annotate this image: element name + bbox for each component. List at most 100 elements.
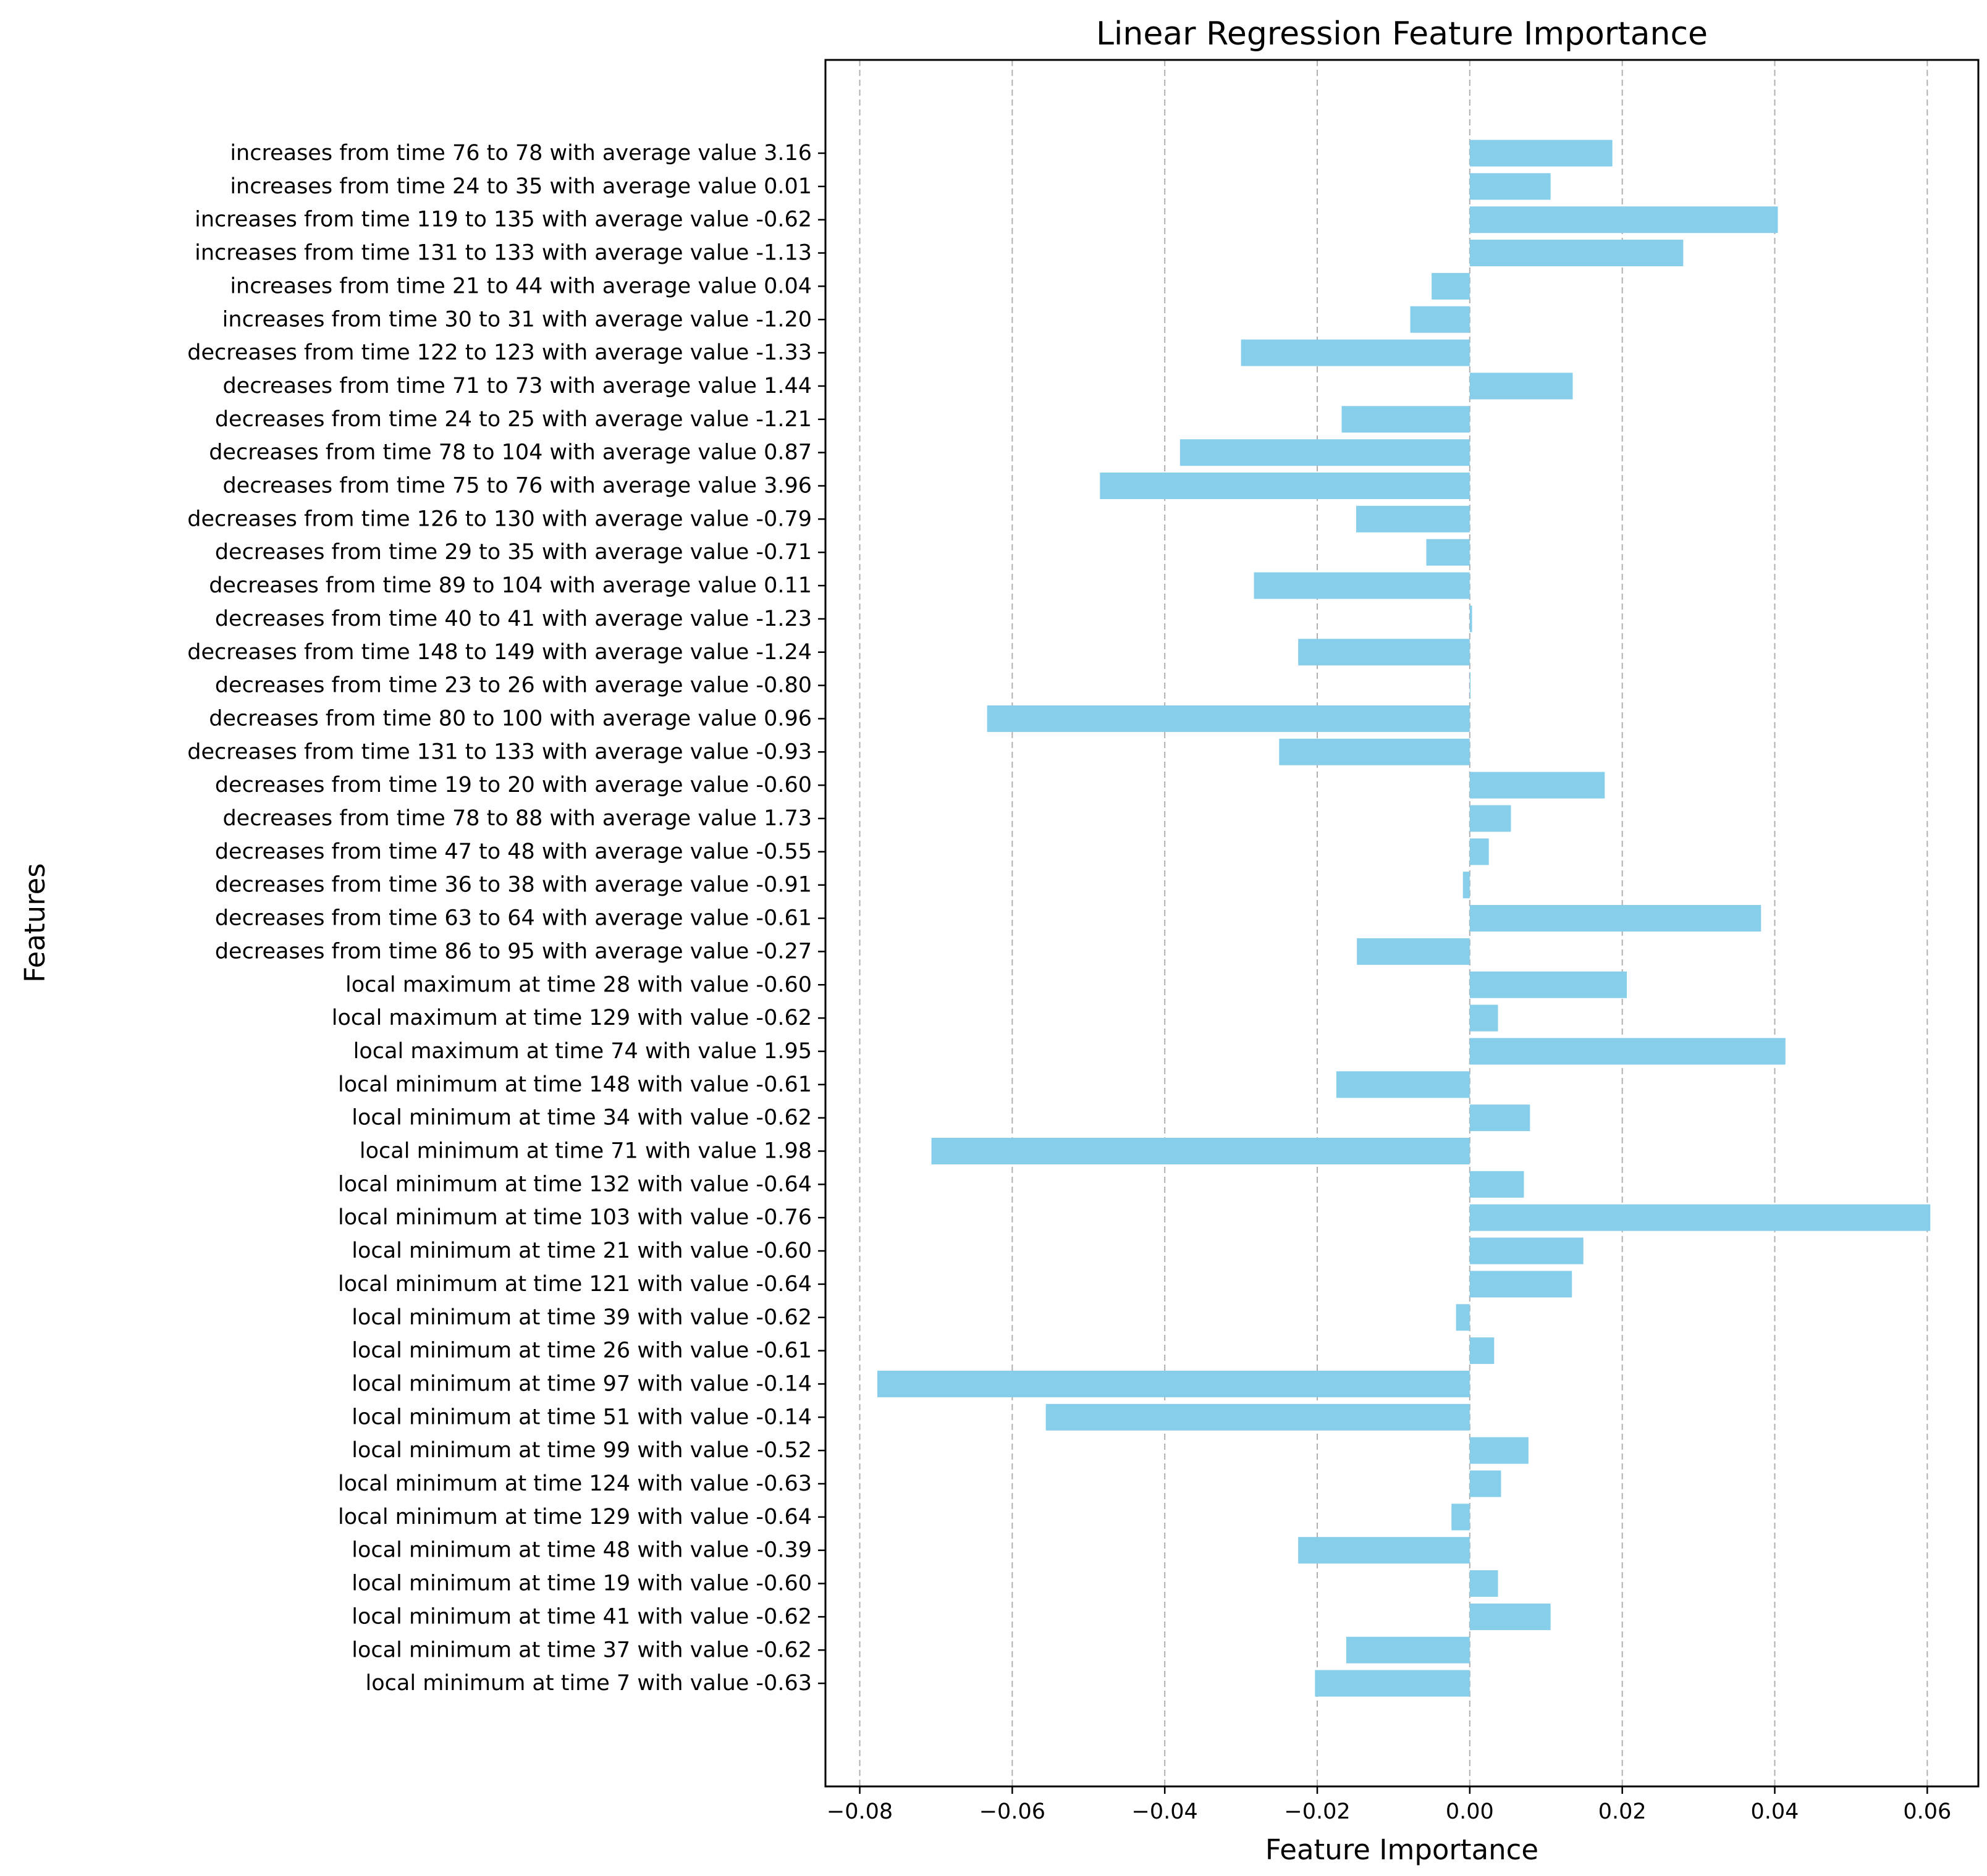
y-tick-label: decreases from time 40 to 41 with averag… <box>215 607 812 631</box>
y-tick-label: decreases from time 126 to 130 with aver… <box>187 507 812 531</box>
bar <box>1357 938 1470 965</box>
bar <box>1469 1271 1572 1298</box>
x-axis-ticks: −0.08 −0.06 −0.04 −0.02 0.00 0.02 0.04 0.06 <box>827 1786 1951 1824</box>
y-tick-label: decreases from time 122 to 123 with aver… <box>187 340 812 365</box>
y-tick-label: decreases from time 29 to 35 with averag… <box>215 540 812 565</box>
y-tick-label: decreases from time 78 to 88 with averag… <box>222 806 812 831</box>
x-tick-label: 0.02 <box>1598 1799 1647 1824</box>
chart-title: Linear Regression Feature Importance <box>1096 15 1708 53</box>
y-tick-label: local minimum at time 26 with value -0.6… <box>352 1339 812 1363</box>
bar <box>1469 971 1627 998</box>
y-tick-label: decreases from time 47 to 48 with averag… <box>215 839 812 864</box>
grid-lines <box>859 60 1928 1786</box>
bar <box>1100 473 1470 499</box>
y-tick-label: local minimum at time 124 with value -0.… <box>338 1471 812 1496</box>
y-tick-label: decreases from time 36 to 38 with averag… <box>215 873 812 898</box>
bar <box>1469 772 1605 799</box>
y-tick-label: decreases from time 80 to 100 with avera… <box>209 706 812 731</box>
bar <box>1469 1603 1551 1630</box>
bar <box>1346 1636 1470 1664</box>
x-tick-label: −0.02 <box>1284 1799 1350 1824</box>
bar <box>987 705 1470 732</box>
bar <box>877 1370 1470 1397</box>
bar <box>931 1138 1470 1164</box>
y-tick-label: increases from time 30 to 31 with averag… <box>222 307 812 332</box>
y-tick-label: increases from time 131 to 133 with aver… <box>195 241 812 266</box>
bar <box>1426 539 1470 566</box>
bar <box>1356 505 1470 532</box>
y-axis-ticks: increases from time 76 to 78 with averag… <box>187 141 825 1696</box>
x-tick-label: −0.04 <box>1132 1799 1198 1824</box>
x-tick-label: −0.08 <box>827 1799 893 1824</box>
y-tick-label: local maximum at time 129 with value -0.… <box>332 1006 812 1030</box>
y-tick-label: local minimum at time 21 with value -0.6… <box>352 1239 812 1263</box>
y-tick-label: decreases from time 86 to 95 with averag… <box>215 939 812 964</box>
y-tick-label: local minimum at time 41 with value -0.6… <box>352 1604 812 1629</box>
bar <box>1298 1537 1470 1564</box>
bar <box>1469 1171 1524 1198</box>
y-tick-label: local minimum at time 51 with value -0.1… <box>352 1405 812 1429</box>
y-tick-label: local maximum at time 28 with value -0.6… <box>345 972 812 997</box>
bar <box>1469 372 1573 400</box>
bar <box>1469 1437 1529 1464</box>
y-tick-label: increases from time 119 to 135 with aver… <box>195 208 812 232</box>
y-tick-label: local minimum at time 71 with value 1.98 <box>360 1139 812 1164</box>
y-tick-label: decreases from time 78 to 104 with avera… <box>209 440 812 465</box>
y-tick-label: local minimum at time 132 with value -0.… <box>338 1172 812 1197</box>
y-tick-label: increases from time 24 to 35 with averag… <box>230 174 812 199</box>
bar <box>1469 1104 1530 1132</box>
y-tick-label: local minimum at time 103 with value -0.… <box>338 1205 812 1230</box>
plot-area-frame <box>824 59 1980 1788</box>
bar <box>1469 905 1761 932</box>
x-tick-label: 0.04 <box>1751 1799 1799 1824</box>
bar <box>1179 439 1470 466</box>
bar <box>1315 1670 1470 1697</box>
bar <box>1298 639 1470 666</box>
bar <box>1279 738 1470 765</box>
y-tick-label: local minimum at time 37 with value -0.6… <box>352 1638 812 1662</box>
bar <box>1451 1504 1470 1531</box>
y-tick-label: decreases from time 23 to 26 with averag… <box>215 673 812 698</box>
bar <box>1469 173 1551 200</box>
bar <box>1254 572 1470 599</box>
y-tick-label: decreases from time 71 to 73 with averag… <box>222 374 812 398</box>
bar <box>1341 406 1470 433</box>
y-tick-label: increases from time 76 to 78 with averag… <box>230 141 812 166</box>
bar <box>1469 1470 1501 1497</box>
bar <box>1469 1337 1495 1365</box>
bar <box>1469 1570 1498 1597</box>
bar <box>1456 1304 1470 1331</box>
y-tick-label: local minimum at time 121 with value -0.… <box>338 1272 812 1297</box>
bar <box>1432 272 1470 300</box>
bar <box>1469 1038 1786 1065</box>
bars <box>877 140 1931 1697</box>
bar <box>1469 1004 1498 1032</box>
bar <box>1336 1071 1470 1098</box>
bar <box>1469 140 1613 167</box>
x-axis-label: Feature Importance <box>1265 1833 1538 1866</box>
x-tick-label: 0.00 <box>1446 1799 1494 1824</box>
y-tick-label: decreases from time 19 to 20 with averag… <box>215 773 812 797</box>
bar <box>1469 1204 1931 1231</box>
y-tick-label: decreases from time 89 to 104 with avera… <box>209 573 812 598</box>
y-tick-label: local maximum at time 74 with value 1.95 <box>353 1039 812 1064</box>
y-tick-label: local minimum at time 48 with value -0.3… <box>352 1538 812 1563</box>
y-tick-label: local minimum at time 7 with value -0.63 <box>366 1671 812 1696</box>
bar <box>1469 240 1684 267</box>
y-tick-label: decreases from time 131 to 133 with aver… <box>187 739 812 764</box>
y-tick-label: local minimum at time 19 with value -0.6… <box>352 1571 812 1596</box>
y-tick-label: increases from time 21 to 44 with averag… <box>230 274 812 298</box>
y-tick-label: decreases from time 75 to 76 with averag… <box>222 474 812 498</box>
bar <box>1241 339 1470 366</box>
y-tick-label: local minimum at time 99 with value -0.5… <box>352 1438 812 1463</box>
bar <box>1045 1403 1470 1431</box>
y-tick-label: decreases from time 63 to 64 with averag… <box>215 906 812 931</box>
x-tick-label: 0.06 <box>1903 1799 1951 1824</box>
y-tick-label: decreases from time 24 to 25 with averag… <box>215 407 812 432</box>
y-tick-label: local minimum at time 148 with value -0.… <box>338 1072 812 1097</box>
y-tick-label: local minimum at time 34 with value -0.6… <box>352 1106 812 1130</box>
x-tick-label: −0.06 <box>979 1799 1045 1824</box>
y-tick-label: local minimum at time 129 with value -0.… <box>338 1505 812 1529</box>
bar <box>1469 1237 1584 1264</box>
